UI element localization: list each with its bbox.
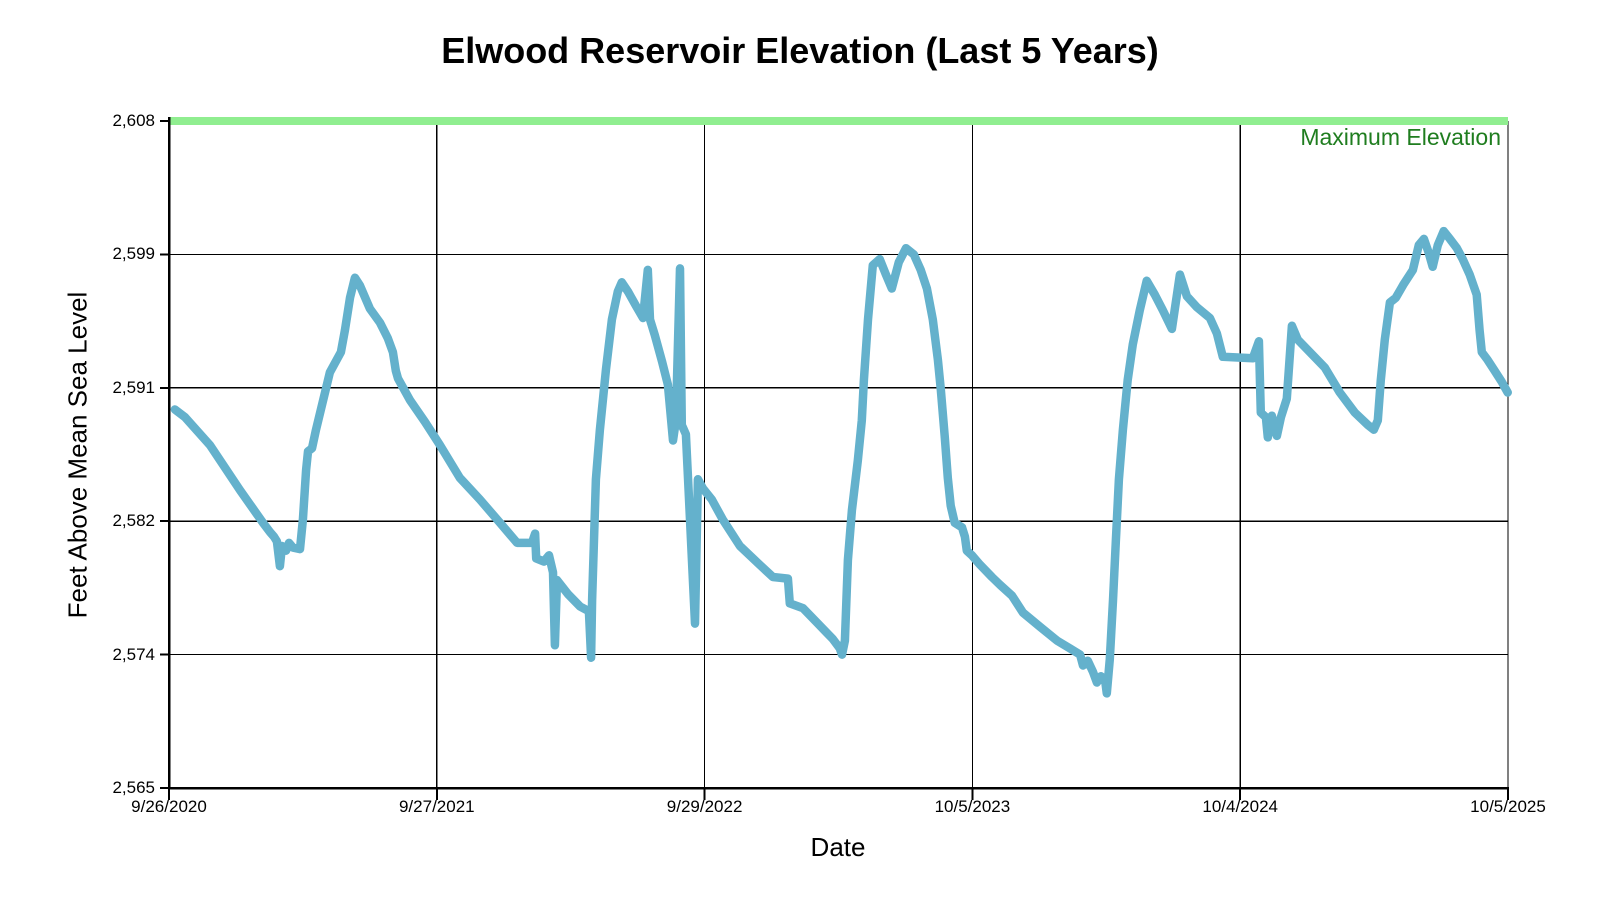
y-tick-label: 2,574 (112, 644, 155, 664)
gridlines (169, 120, 1509, 788)
chart-title: Elwood Reservoir Elevation (Last 5 Years… (441, 30, 1159, 71)
x-tick-label: 9/26/2020 (131, 797, 207, 816)
y-tick-label: 2,599 (112, 244, 155, 264)
max-elevation-label: Maximum Elevation (1300, 124, 1501, 150)
tick-marks (160, 120, 1509, 800)
x-tick-label: 9/27/2021 (398, 797, 475, 816)
y-tick-label: 2,565 (112, 778, 155, 797)
y-tick-label: 2,591 (112, 377, 155, 397)
x-tick-label: 10/5/2023 (934, 797, 1011, 816)
x-tick-label: 10/4/2024 (1202, 797, 1279, 816)
elevation-series-line (170, 226, 1512, 698)
x-tick-label: 9/29/2022 (666, 797, 743, 816)
x-axis-title: Date (810, 832, 866, 862)
y-axis-title: Feet Above Mean Sea Level (62, 291, 93, 619)
x-tick-label: 10/5/2025 (1470, 797, 1546, 816)
y-tick-label: 2,608 (112, 111, 155, 130)
y-tick-label: 2,582 (112, 511, 155, 531)
axes (167, 117, 1509, 790)
